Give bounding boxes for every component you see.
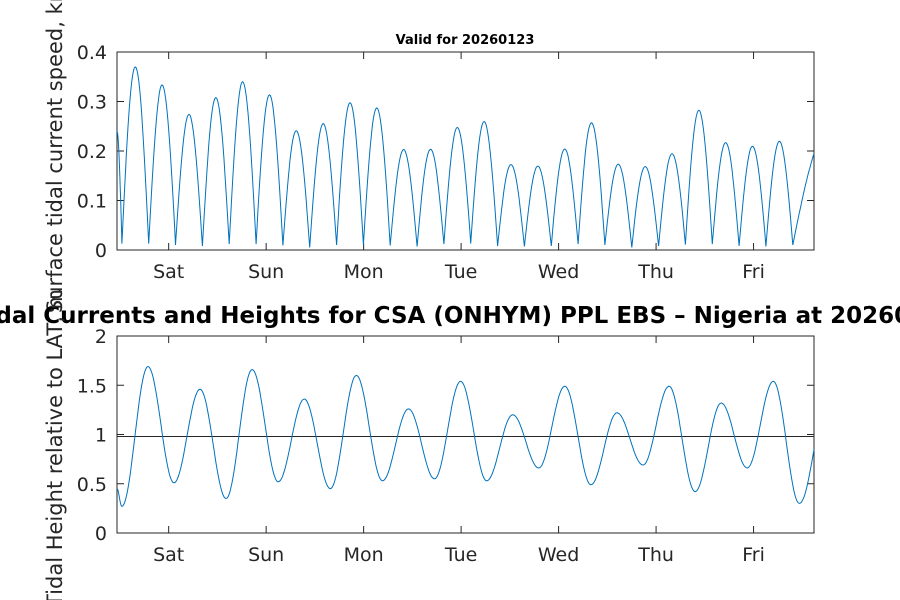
current-speed-ylabel: Surface tidal current speed, kn <box>43 0 67 313</box>
tidal-height-xtick-label: Wed <box>538 544 579 566</box>
tidal-height-series-line <box>116 365 815 507</box>
current-speed-x-ticks: Sat Sun Mon Tue Wed Thu Fri <box>153 52 765 283</box>
tidal-height-xtick-label: Thu <box>637 544 674 566</box>
current-speed-xtick-label: Sun <box>248 261 284 283</box>
tidal-height-ytick-label: 0 <box>95 523 107 545</box>
current-speed-ytick-label: 0 <box>95 240 107 262</box>
tidal-height-chart-title: Tidal Currents and Heights for CSA (ONHY… <box>0 303 900 329</box>
current-speed-xtick-label: Tue <box>444 261 477 283</box>
tidal-height-ylabel: Tidal Height relative to LAT, m <box>43 289 67 600</box>
current-speed-xtick-label: Thu <box>637 261 674 283</box>
current-speed-plot-area <box>116 51 815 251</box>
current-speed-xtick-label: Wed <box>538 261 579 283</box>
tidal-height-xtick-label: Mon <box>344 544 384 566</box>
current-speed-chart: Valid for 20260123 Surface tidal current… <box>43 0 815 313</box>
tidal-height-y-ticks: 0 0.5 1 1.5 2 <box>77 326 814 545</box>
current-speed-ytick-label: 0.4 <box>77 42 107 64</box>
current-speed-ytick-label: 0.3 <box>77 92 107 114</box>
tidal-height-xtick-label: Sat <box>153 544 184 566</box>
current-speed-ytick-label: 0.2 <box>77 141 107 163</box>
tidal-height-xtick-label: Fri <box>742 544 765 566</box>
tidal-height-x-ticks: Sat Sun Mon Tue Wed Thu Fri <box>153 336 765 566</box>
current-speed-chart-title: Valid for 20260123 <box>396 33 535 48</box>
current-speed-xtick-label: Sat <box>153 261 184 283</box>
current-speed-ytick-label: 0.1 <box>77 191 107 213</box>
current-speed-y-ticks: 0 0.1 0.2 0.3 0.4 <box>77 42 814 262</box>
tidal-height-chart: Tidal Currents and Heights for CSA (ONHY… <box>0 289 900 600</box>
tidal-height-ytick-label: 0.5 <box>77 474 107 496</box>
current-speed-series-line <box>116 66 815 248</box>
tidal-height-plot-area <box>116 335 815 534</box>
tidal-height-ytick-label: 1 <box>95 425 107 447</box>
current-speed-xtick-label: Mon <box>344 261 384 283</box>
tidal-height-ytick-label: 1.5 <box>77 375 107 397</box>
current-speed-xtick-label: Fri <box>742 261 765 283</box>
tidal-height-ytick-label: 2 <box>95 326 107 348</box>
tidal-height-xtick-label: Tue <box>444 544 477 566</box>
tidal-height-xtick-label: Sun <box>248 544 284 566</box>
